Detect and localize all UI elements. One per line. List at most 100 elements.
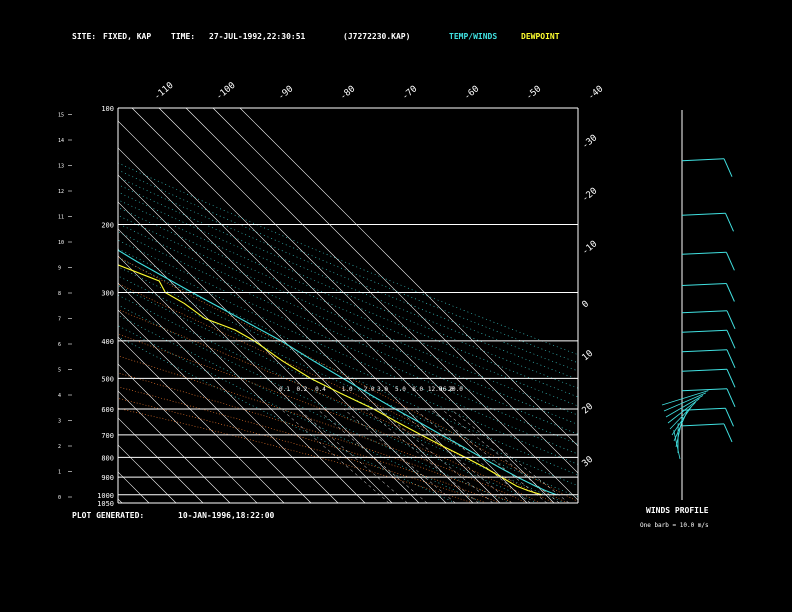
mixing-ratio-line bbox=[316, 408, 428, 503]
wind-barb-low bbox=[675, 416, 684, 448]
dry-adiabat bbox=[118, 215, 578, 416]
moist-adiabat bbox=[118, 355, 528, 503]
dry-adiabat bbox=[118, 223, 578, 425]
mixing-ratio-label: 5.0 bbox=[395, 386, 406, 393]
isotherm--90 bbox=[118, 363, 258, 503]
isotherm-label-top: -70 bbox=[401, 84, 420, 102]
wind-barb-shaft bbox=[681, 329, 728, 333]
moist-adiabat bbox=[118, 386, 501, 503]
moist-adiabat bbox=[118, 372, 514, 503]
mixing-ratio-line bbox=[429, 408, 548, 503]
wind-barb-flag bbox=[726, 330, 736, 349]
mixing-ratio-label: 0.2 bbox=[296, 386, 307, 393]
height-label-0: 0 bbox=[58, 495, 61, 501]
wind-barb-low bbox=[663, 392, 707, 412]
dry-adiabat bbox=[118, 275, 578, 487]
isotherm-label-top: -100 bbox=[215, 81, 238, 103]
pressure-label-800: 800 bbox=[101, 454, 114, 462]
wind-barb-shaft bbox=[681, 310, 728, 314]
dry-adiabat bbox=[118, 199, 578, 398]
isotherm--30 bbox=[118, 201, 420, 503]
dry-adiabat bbox=[118, 239, 578, 445]
height-label-14: 14 bbox=[58, 138, 64, 144]
pressure-label-400: 400 bbox=[101, 338, 114, 346]
isotherm-label-top: -80 bbox=[339, 84, 358, 102]
height-label-10: 10 bbox=[58, 240, 64, 246]
wind-barb-low bbox=[673, 430, 681, 460]
isotherm-20 bbox=[158, 108, 555, 503]
plot-generated-value: 10-JAN-1996,18:22:00 bbox=[178, 511, 275, 520]
isotherm-label-top: -90 bbox=[277, 84, 296, 102]
height-label-1: 1 bbox=[58, 470, 61, 476]
site-label: SITE: bbox=[72, 32, 97, 41]
wind-barb-flag bbox=[725, 252, 735, 271]
isotherm--20 bbox=[118, 174, 447, 503]
isotherm-label-top: -40 bbox=[587, 84, 606, 102]
isotherm-label-right: 30 bbox=[581, 455, 596, 470]
isotherm-label-right: -20 bbox=[581, 186, 600, 204]
mixing-ratio-line bbox=[450, 408, 570, 503]
wind-barb-flag bbox=[723, 423, 733, 443]
dry-adiabat bbox=[118, 314, 511, 503]
moist-adiabat bbox=[118, 283, 568, 503]
isotherm-label-right: 10 bbox=[581, 349, 596, 364]
moist-adiabat bbox=[118, 256, 578, 502]
wind-barb-flag bbox=[725, 283, 735, 302]
time-value: 27-JUL-1992,22:30:51 bbox=[209, 32, 306, 41]
height-label-12: 12 bbox=[58, 189, 64, 195]
wind-barb-shaft bbox=[681, 388, 728, 392]
dry-adiabat bbox=[118, 231, 578, 435]
mixing-ratio-label: 20.0 bbox=[448, 386, 463, 393]
winds-profile-title: WINDS PROFILE bbox=[646, 506, 709, 515]
height-label-8: 8 bbox=[58, 291, 61, 297]
dry-adiabat bbox=[118, 184, 578, 380]
wind-barb-flag bbox=[726, 310, 736, 330]
winds-profile-note: One barb = 10.0 m/s bbox=[640, 522, 709, 529]
isotherm--130 bbox=[118, 471, 150, 503]
height-label-7: 7 bbox=[58, 317, 61, 323]
height-label-9: 9 bbox=[58, 266, 61, 272]
dry-adiabat bbox=[118, 304, 538, 503]
wind-barb-flag bbox=[726, 388, 736, 408]
isotherm-label-top: -60 bbox=[463, 84, 482, 102]
dry-adiabat bbox=[118, 248, 578, 455]
height-label-11: 11 bbox=[58, 215, 64, 221]
legend-dewpoint: DEWPOINT bbox=[521, 32, 560, 41]
isotherm--70 bbox=[118, 309, 312, 503]
isotherm-label-top: -50 bbox=[525, 84, 544, 102]
mixing-ratio-label: 12.0 bbox=[428, 386, 443, 393]
pressure-label-100: 100 bbox=[101, 105, 114, 113]
wind-barb-low bbox=[661, 390, 709, 406]
moist-adiabat bbox=[118, 398, 487, 503]
mixing-ratio-label: 0.1 bbox=[279, 386, 290, 393]
isotherm-label-top: -110 bbox=[153, 81, 176, 103]
pressure-label-900: 900 bbox=[101, 474, 114, 482]
site-value: FIXED, KAP bbox=[103, 32, 152, 41]
isotherm--110 bbox=[118, 417, 204, 503]
isotherm-label-right: -30 bbox=[581, 133, 600, 151]
wind-barb-flag bbox=[723, 158, 733, 177]
pressure-label-1050: 1050 bbox=[97, 500, 114, 508]
pressure-label-500: 500 bbox=[101, 375, 114, 383]
isotherm-label-right: 20 bbox=[581, 402, 596, 417]
mixing-ratio-line bbox=[298, 408, 408, 503]
mixing-ratio-line bbox=[343, 408, 456, 503]
height-label-13: 13 bbox=[58, 164, 64, 170]
dry-adiabat bbox=[118, 176, 578, 372]
wind-barb-shaft bbox=[681, 349, 728, 353]
height-label-4: 4 bbox=[58, 393, 61, 399]
mixing-ratio-label: 8.0 bbox=[412, 386, 423, 393]
time-label: TIME: bbox=[171, 32, 196, 41]
pressure-label-200: 200 bbox=[101, 221, 114, 229]
isotherm--60 bbox=[118, 282, 339, 503]
plot-generated-label: PLOT GENERATED: bbox=[72, 511, 145, 520]
mixing-ratio-label: 1.0 bbox=[342, 386, 353, 393]
height-label-3: 3 bbox=[58, 419, 61, 425]
wind-barb-shaft bbox=[681, 158, 725, 162]
wind-barb-shaft bbox=[681, 251, 727, 255]
moist-adiabat bbox=[118, 333, 541, 503]
wind-barb-shaft bbox=[681, 423, 725, 427]
mixing-ratio-label: 16.0 bbox=[439, 386, 454, 393]
mixing-ratio-line bbox=[396, 408, 513, 503]
